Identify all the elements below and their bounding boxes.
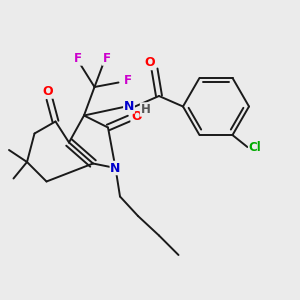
Text: O: O [145, 56, 155, 70]
Text: N: N [124, 100, 134, 113]
Text: O: O [131, 110, 142, 124]
Text: F: F [124, 74, 131, 88]
Text: H: H [141, 103, 150, 116]
Text: F: F [74, 52, 82, 65]
Text: O: O [43, 85, 53, 98]
Text: N: N [110, 161, 121, 175]
Text: Cl: Cl [249, 141, 261, 154]
Text: F: F [103, 52, 110, 65]
